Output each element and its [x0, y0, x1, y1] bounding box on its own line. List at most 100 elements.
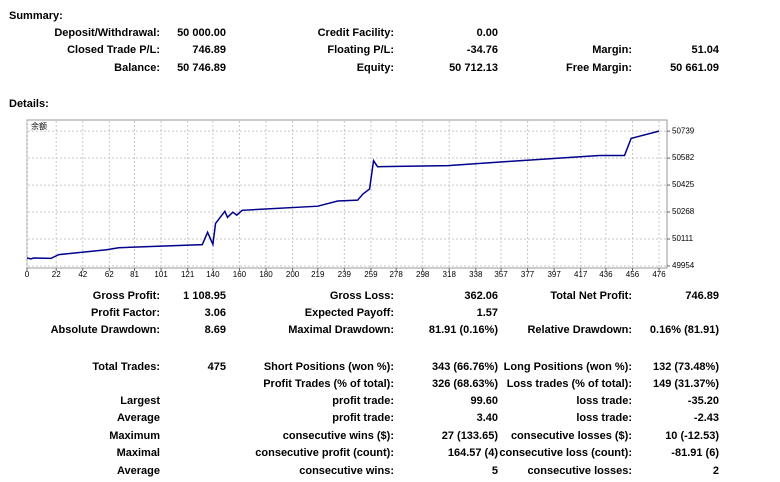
- value: 1 108.95: [183, 290, 226, 302]
- label: consecutive wins ($):: [283, 430, 394, 442]
- label: Gross Profit:: [93, 290, 160, 302]
- y-tick-label: 49954: [672, 261, 695, 270]
- x-tick-label: 101: [154, 270, 168, 279]
- value: 132 (73.48%): [653, 361, 719, 373]
- value: 1.57: [477, 307, 498, 319]
- label: Deposit/Withdrawal:: [54, 27, 160, 39]
- label: Margin:: [592, 44, 632, 56]
- x-tick-label: 259: [364, 270, 378, 279]
- y-tick-label: 50582: [672, 153, 695, 162]
- x-tick-label: 22: [52, 270, 61, 279]
- value: 2: [713, 465, 719, 477]
- label: Profit Trades (% of total):: [263, 378, 394, 390]
- label: Gross Loss:: [330, 290, 394, 302]
- x-tick-label: 357: [494, 270, 508, 279]
- y-tick-label: 50425: [672, 180, 695, 189]
- value: 362.06: [464, 290, 498, 302]
- value: 326 (68.63%): [432, 378, 498, 390]
- x-tick-label: 180: [259, 270, 273, 279]
- label: Average: [117, 465, 160, 477]
- label: Short Positions (won %):: [264, 361, 394, 373]
- x-tick-label: 397: [547, 270, 561, 279]
- x-tick-label: 121: [181, 270, 195, 279]
- value: 0.00: [477, 27, 498, 39]
- summary-title: Summary:: [9, 10, 63, 22]
- value: 10 (-12.53): [665, 430, 719, 442]
- x-tick-label: 0: [25, 270, 30, 279]
- value: 27 (133.65): [442, 430, 499, 442]
- label: Maximum: [109, 430, 160, 442]
- value: -2.43: [694, 412, 719, 424]
- value: 3.06: [205, 307, 226, 319]
- details-title: Details:: [9, 98, 49, 110]
- x-tick-label: 278: [389, 270, 403, 279]
- label: loss trade:: [576, 412, 632, 424]
- label: loss trade:: [576, 395, 632, 407]
- value: 50 712.13: [449, 62, 498, 74]
- label: Maximal Drawdown:: [288, 324, 394, 336]
- label: Equity:: [357, 62, 394, 74]
- value: -81.91 (6): [671, 447, 719, 459]
- label: Total Trades:: [92, 361, 160, 373]
- y-tick-label: 50268: [672, 207, 695, 216]
- value: 164.57 (4): [448, 447, 498, 459]
- label: Closed Trade P/L:: [67, 44, 160, 56]
- label: consecutive losses ($):: [511, 430, 632, 442]
- label: consecutive losses:: [527, 465, 632, 477]
- value: 81.91 (0.16%): [429, 324, 498, 336]
- label: Average: [117, 412, 160, 424]
- label: Maximal: [117, 447, 160, 459]
- value: 343 (66.76%): [432, 361, 498, 373]
- x-tick-label: 456: [626, 270, 640, 279]
- label: Floating P/L:: [327, 44, 394, 56]
- x-tick-label: 298: [416, 270, 430, 279]
- label: Long Positions (won %):: [504, 361, 632, 373]
- y-tick-label: 50739: [672, 126, 695, 135]
- label: Absolute Drawdown:: [51, 324, 160, 336]
- value: 3.40: [477, 412, 498, 424]
- value: 746.89: [192, 44, 226, 56]
- series-label: 余额: [31, 121, 47, 131]
- value: -35.20: [688, 395, 719, 407]
- x-tick-label: 160: [233, 270, 247, 279]
- x-tick-label: 239: [338, 270, 352, 279]
- value: -34.76: [467, 44, 498, 56]
- label: Credit Facility:: [318, 27, 394, 39]
- value: 50 746.89: [177, 62, 226, 74]
- label: Free Margin:: [566, 62, 632, 74]
- label: consecutive wins:: [299, 465, 394, 477]
- x-tick-label: 377: [521, 270, 535, 279]
- value: 5: [492, 465, 498, 477]
- label: consecutive loss (count):: [499, 447, 632, 459]
- x-tick-label: 436: [599, 270, 613, 279]
- label: Balance:: [114, 62, 160, 74]
- y-tick-label: 50111: [672, 234, 694, 243]
- x-tick-label: 338: [469, 270, 483, 279]
- value: 8.69: [205, 324, 226, 336]
- value: 51.04: [691, 44, 719, 56]
- value: 99.60: [470, 395, 498, 407]
- x-tick-label: 42: [78, 270, 87, 279]
- label: Total Net Profit:: [550, 290, 632, 302]
- value: 50 661.09: [670, 62, 719, 74]
- label: profit trade:: [332, 395, 394, 407]
- label: Relative Drawdown:: [527, 324, 632, 336]
- equity-line: [26, 130, 660, 260]
- label: Profit Factor:: [91, 307, 160, 319]
- x-tick-label: 219: [311, 270, 325, 279]
- value: 50 000.00: [177, 27, 226, 39]
- value: 0.16% (81.91): [650, 324, 719, 336]
- x-tick-label: 476: [652, 270, 666, 279]
- label: Loss trades (% of total):: [507, 378, 632, 390]
- chart-frame: [26, 119, 668, 269]
- label: profit trade:: [332, 412, 394, 424]
- x-tick-label: 62: [105, 270, 114, 279]
- value: 746.89: [685, 290, 719, 302]
- x-tick-label: 200: [286, 270, 300, 279]
- x-tick-label: 417: [574, 270, 588, 279]
- value: 149 (31.37%): [653, 378, 719, 390]
- label: Largest: [120, 395, 160, 407]
- x-tick-label: 318: [443, 270, 457, 279]
- x-tick-label: 81: [130, 270, 139, 279]
